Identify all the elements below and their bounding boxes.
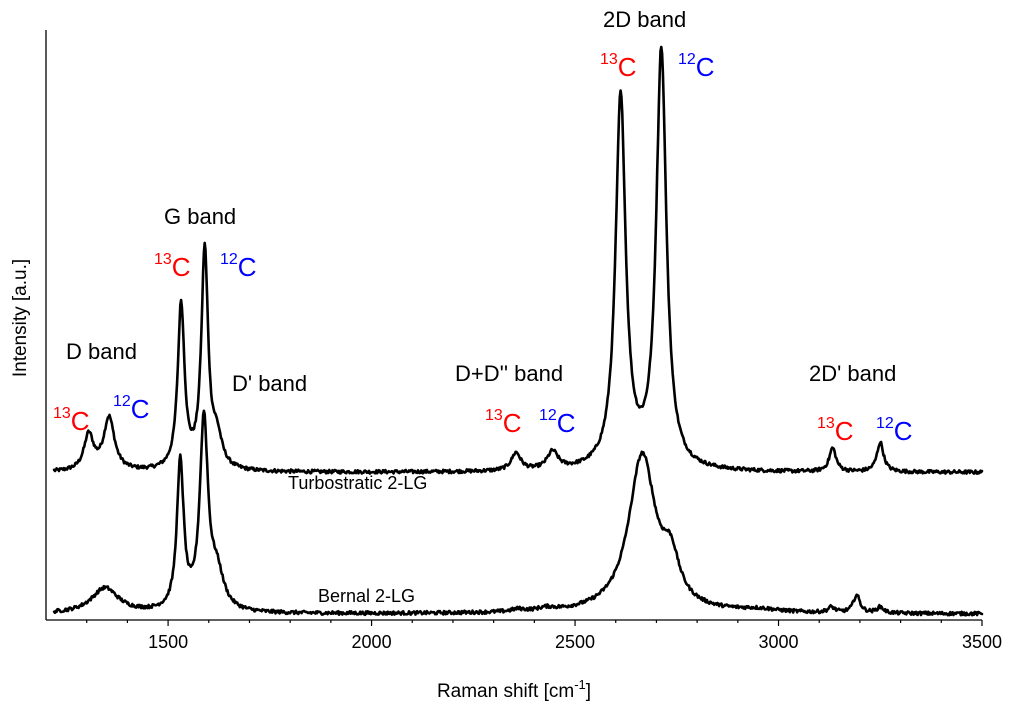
iso-symbol: C <box>835 416 854 446</box>
iso-mass: 12 <box>539 407 557 424</box>
x-axis-ticks <box>86 620 983 626</box>
iso-symbol: C <box>131 394 150 424</box>
x-tick-label-1500: 1500 <box>148 632 188 652</box>
iso-symbol: C <box>557 408 576 438</box>
iso-mass: 13 <box>485 407 503 424</box>
iso-label-d-12c: 12C <box>113 393 150 424</box>
x-tick-label-3500: 3500 <box>962 632 1002 652</box>
iso-mass: 13 <box>154 251 172 268</box>
iso-label-d-13c: 13C <box>53 405 90 436</box>
x-axis-label-main: Raman shift [cm <box>437 681 574 702</box>
spectrum-bernal-2lg <box>52 409 984 617</box>
iso-mass: 13 <box>600 51 618 68</box>
x-tick-label-2000: 2000 <box>352 632 392 652</box>
x-axis-label-superscript: -1 <box>574 677 586 692</box>
x-tick-label-3000: 3000 <box>758 632 798 652</box>
iso-mass: 12 <box>220 251 238 268</box>
iso-label-2dp-12c: 12C <box>876 415 913 446</box>
iso-label-dd-12c: 12C <box>539 407 576 438</box>
band-label-d-prime: D' band <box>232 371 307 396</box>
band-label-2d-prime: 2D' band <box>809 361 896 386</box>
iso-symbol: C <box>71 406 90 436</box>
x-axis-label: Raman shift [cm-1] <box>437 677 591 702</box>
iso-label-2dp-13c: 13C <box>817 415 854 446</box>
iso-label-2d-13c: 13C <box>600 51 637 82</box>
iso-label-g-12c: 12C <box>220 251 257 282</box>
iso-symbol: C <box>503 408 522 438</box>
x-tick-label-2500: 2500 <box>555 632 595 652</box>
x-axis-tick-labels: 1500 2000 2500 3000 3500 <box>148 632 1002 652</box>
iso-label-g-13c: 13C <box>154 251 191 282</box>
band-label-d-plus-d-double-prime: D+D'' band <box>455 361 563 386</box>
x-axis-label-end: ] <box>586 681 591 702</box>
band-label-g: G band <box>164 204 236 229</box>
iso-symbol: C <box>696 52 715 82</box>
iso-symbol: C <box>618 52 637 82</box>
iso-mass: 13 <box>53 405 71 422</box>
axes <box>45 30 982 621</box>
band-label-d: D band <box>66 339 137 364</box>
iso-symbol: C <box>894 416 913 446</box>
iso-label-dd-13c: 13C <box>485 407 522 438</box>
band-label-2d: 2D band <box>603 7 686 32</box>
y-axis-label: Intensity [a.u.] <box>10 259 31 377</box>
iso-symbol: C <box>238 252 257 282</box>
series-label-turbostratic: Turbostratic 2-LG <box>288 473 427 493</box>
iso-mass: 12 <box>876 415 894 432</box>
iso-mass: 12 <box>678 51 696 68</box>
series-label-bernal: Bernal 2-LG <box>318 586 415 606</box>
spectrum-turbostratic-2lg <box>52 45 984 475</box>
iso-mass: 12 <box>113 393 131 410</box>
iso-label-2d-12c: 12C <box>678 51 715 82</box>
iso-mass: 13 <box>817 415 835 432</box>
iso-symbol: C <box>172 252 191 282</box>
isotope-labels: 13C 12C 13C 12C 13C 12C 13C 12C 13C 12C <box>53 51 913 446</box>
